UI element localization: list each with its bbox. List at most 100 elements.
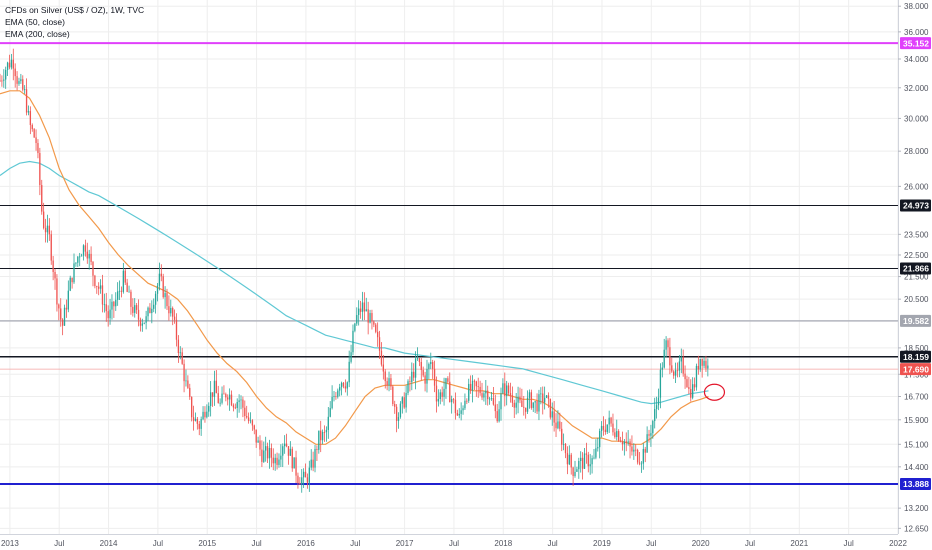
candle-body [454, 399, 457, 414]
candle-body [631, 446, 633, 452]
price-tick-label: 15.900 [904, 416, 929, 425]
candle-body [642, 449, 644, 464]
candle-body [572, 467, 574, 477]
candle-body [517, 396, 519, 403]
candle-body [166, 293, 168, 307]
candle-body [485, 390, 487, 394]
candle-body [289, 448, 292, 456]
candle-body [164, 293, 166, 298]
candle-body [437, 398, 440, 402]
candle-body [555, 422, 557, 429]
price-axis[interactable]: 38.000 36.000 34.000 32.000 30.000 28.000 26.0… [898, 0, 932, 550]
candle-body [616, 431, 618, 437]
candle-body [697, 365, 700, 370]
candle-body [54, 271, 56, 279]
price-tick-label: 34.000 [904, 55, 929, 64]
price-tag-bg [900, 262, 931, 275]
candle-body [540, 393, 542, 395]
candle-body [118, 290, 121, 292]
candle-body [513, 402, 515, 408]
candle-body [707, 365, 709, 369]
ema-50-legend[interactable]: EMA (50, close) [5, 17, 65, 27]
candle-body [504, 383, 506, 396]
candle-body [621, 441, 624, 445]
candle-body [411, 371, 413, 382]
candle-body [614, 432, 616, 437]
candle-body [105, 304, 107, 312]
candle-body [153, 304, 155, 309]
candle-body [227, 397, 229, 400]
time-tick-label: 2022 [889, 539, 907, 548]
candle-body [414, 358, 417, 378]
candle-body [24, 89, 26, 91]
candle-body [449, 381, 451, 403]
candle-body [661, 367, 663, 370]
ema-200-legend[interactable]: EMA (200, close) [5, 29, 70, 39]
candle-body [41, 185, 43, 212]
candle-body [35, 137, 37, 144]
time-tick-label: Jul [844, 539, 854, 548]
candle-body [667, 340, 669, 348]
candle-body [342, 382, 345, 387]
candle-body [170, 308, 172, 314]
time-tick-label: 2018 [494, 539, 512, 548]
candle-body [644, 449, 646, 453]
candle-body [191, 396, 193, 418]
candle-body [232, 405, 235, 408]
candle-body [320, 430, 322, 441]
candle-body [580, 457, 582, 462]
candle-body [60, 308, 62, 320]
candle-body [145, 316, 147, 323]
candle-body [162, 276, 164, 298]
candle-body [570, 454, 572, 468]
candle-body [507, 385, 510, 394]
candle-body [481, 393, 483, 398]
candle-body [678, 361, 681, 371]
candle-body [293, 457, 295, 469]
candle-body [337, 390, 339, 397]
candle-body [242, 399, 244, 408]
candle-body [217, 393, 219, 403]
annotation-ellipse [703, 383, 726, 401]
candle-body [583, 453, 586, 469]
candle-body [12, 59, 14, 69]
candle-body [44, 227, 47, 233]
candle-body [551, 411, 553, 418]
candle-body [447, 378, 449, 382]
candle-body [107, 311, 109, 319]
candle-body [14, 68, 16, 77]
candle-body [247, 417, 250, 421]
candle-body [280, 455, 282, 460]
candle-body [426, 368, 428, 384]
candle-body [682, 357, 684, 374]
candle-body [25, 89, 28, 113]
ema-50-path [0, 90, 709, 445]
candle-body [688, 387, 690, 389]
time-tick-label: Jul [449, 539, 459, 548]
candle-body [192, 417, 195, 421]
candle-body [230, 394, 233, 406]
candle-body [139, 319, 142, 326]
candle-body [526, 397, 529, 412]
candle-body [456, 413, 459, 416]
price-tick-label: 26.000 [904, 182, 929, 191]
candle-body [335, 396, 337, 398]
candle-body [160, 273, 162, 277]
price-axis-bg [898, 0, 932, 550]
candle-body [194, 418, 197, 421]
candle-body [479, 386, 481, 394]
candle-body [158, 273, 161, 286]
candle-body [432, 362, 434, 369]
candle-body [225, 394, 227, 398]
candle-body [557, 421, 559, 429]
candle-body [101, 285, 104, 305]
price-tag-bg [900, 37, 931, 50]
candle-body [261, 449, 263, 462]
price-tick-label: 22.500 [904, 251, 929, 260]
annotation-circle [703, 383, 726, 401]
candle-body [151, 308, 153, 314]
candle-body [375, 324, 377, 332]
time-axis[interactable]: 2013 Jul 2014 Jul 2015 Jul 2016 Jul 2017 Jul 2018 J… [0, 534, 907, 550]
candle-body [306, 477, 309, 483]
